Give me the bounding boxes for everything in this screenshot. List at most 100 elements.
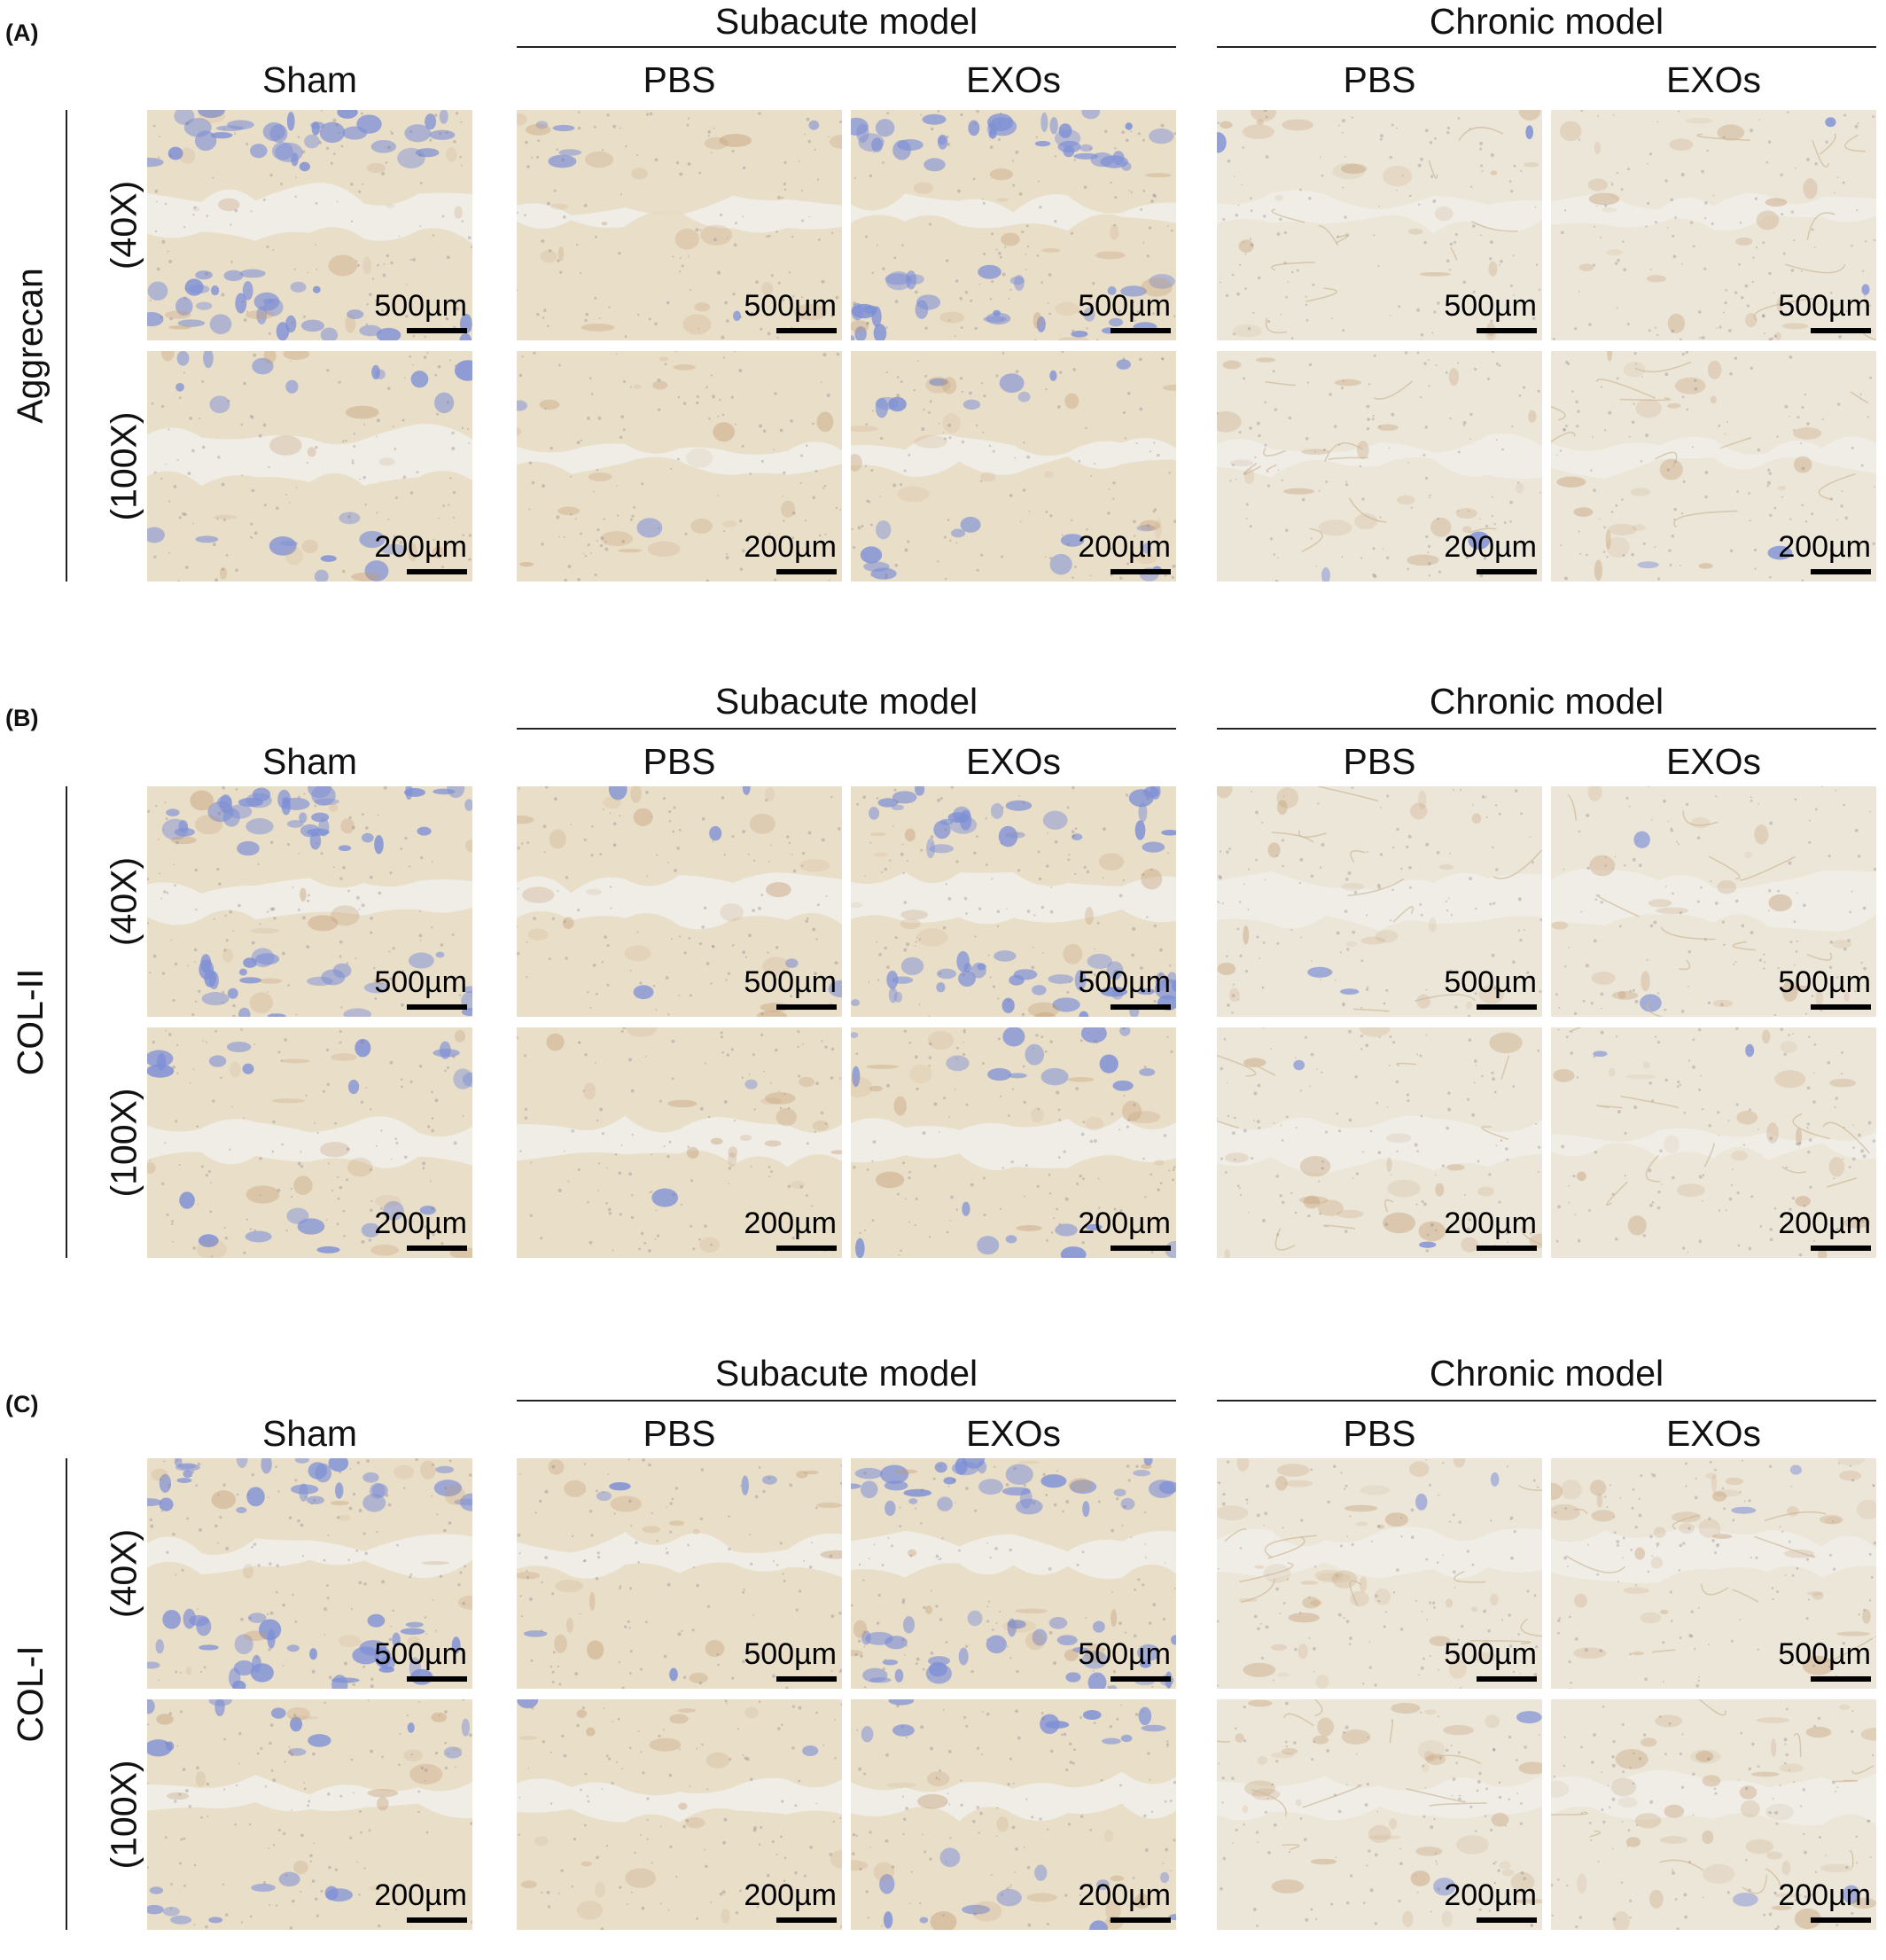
marker-label: COL-II [9, 968, 51, 1076]
scale-bar-label: 200µm [1444, 1206, 1537, 1240]
column-label: EXOs [1665, 741, 1762, 782]
scale-bar [1111, 569, 1171, 574]
scale-bar [1477, 1004, 1537, 1010]
micrograph-tile: 200µm [1551, 351, 1876, 582]
figure-panel: (A) Subacute model Chronic model Sham PBS EXO… [0, 0, 1886, 612]
marker-label: Aggrecan [9, 268, 51, 424]
scale-bar [776, 1004, 837, 1010]
group-title: Subacute model [714, 1, 978, 42]
scale-bar-label: 200µm [1778, 1878, 1871, 1912]
scale-bar [1477, 1676, 1537, 1682]
group-title: Subacute model [714, 1353, 978, 1394]
micrograph-tile: 500µm [147, 110, 472, 340]
micrograph-tile: 500µm [851, 786, 1176, 1017]
panel-letter: (C) [5, 1391, 39, 1417]
scale-bar [1111, 1676, 1171, 1682]
micrograph-tile: 200µm [851, 1027, 1176, 1258]
micrograph-tile: 500µm [1217, 110, 1542, 340]
micrograph-tile: 200µm [1217, 1699, 1542, 1930]
micrograph-tile: 500µm [851, 110, 1176, 340]
magnification-text: (40X) [103, 1528, 144, 1619]
micrograph-tile: 500µm [517, 110, 842, 340]
group-divider [517, 728, 1176, 730]
scale-bar [1477, 1245, 1537, 1251]
scale-bar [1811, 569, 1871, 574]
panel-letter: (A) [5, 20, 39, 46]
scale-bar-label: 500µm [1778, 965, 1871, 999]
scale-bar-label: 200µm [1778, 1206, 1871, 1240]
scale-bar-label: 500µm [1444, 289, 1537, 323]
scale-bar-label: 200µm [744, 530, 837, 564]
scale-bar [776, 1917, 837, 1923]
magnification-text: (100X) [103, 1088, 144, 1198]
figure-panel: (C) Subacute model Chronic model Sham PBS EXO… [0, 1348, 1886, 1960]
scale-bar-label: 500µm [1444, 1637, 1537, 1671]
scale-bar-label: 500µm [1444, 965, 1537, 999]
scale-bar [776, 1245, 837, 1251]
column-label: PBS [1343, 1413, 1416, 1454]
group-title: Chronic model [1429, 1, 1664, 42]
scale-bar [1111, 1004, 1171, 1010]
micrograph-tile: 500µm [1217, 786, 1542, 1017]
group-divider [1217, 46, 1876, 48]
scale-bar-label: 200µm [1444, 530, 1537, 564]
micrograph-tile: 200µm [147, 1699, 472, 1930]
row-bracket [66, 110, 67, 582]
micrograph-tile: 200µm [1217, 1027, 1542, 1258]
column-label: PBS [1343, 741, 1416, 782]
micrograph-tile: 200µm [147, 1027, 472, 1258]
scale-bar [407, 1245, 467, 1251]
scale-bar-label: 200µm [1078, 1878, 1171, 1912]
panel-letter: (B) [5, 705, 39, 731]
magnification-text: (40X) [103, 856, 144, 947]
scale-bar [776, 328, 837, 333]
column-label: EXOs [965, 1413, 1062, 1454]
scale-bar-label: 500µm [374, 289, 467, 323]
magnification-text: (100X) [103, 1760, 144, 1870]
column-label: PBS [643, 741, 716, 782]
scale-bar [1477, 569, 1537, 574]
column-label: Sham [261, 59, 358, 100]
scale-bar-label: 500µm [1778, 1637, 1871, 1671]
scale-bar-label: 200µm [374, 530, 467, 564]
scale-bar [407, 569, 467, 574]
scale-bar [1111, 1917, 1171, 1923]
micrograph-tile: 500µm [1551, 110, 1876, 340]
scale-bar [407, 1004, 467, 1010]
scale-bar-label: 200µm [1778, 530, 1871, 564]
column-label: EXOs [965, 59, 1062, 100]
scale-bar-label: 200µm [1078, 1206, 1171, 1240]
group-divider [517, 1400, 1176, 1402]
scale-bar-label: 500µm [374, 1637, 467, 1671]
column-label: EXOs [1665, 1413, 1762, 1454]
scale-bar [407, 1676, 467, 1682]
column-label: PBS [643, 59, 716, 100]
micrograph-tile: 500µm [1551, 1458, 1876, 1689]
column-label: EXOs [965, 741, 1062, 782]
scale-bar [1811, 1676, 1871, 1682]
scale-bar [407, 328, 467, 333]
scale-bar-label: 200µm [1078, 530, 1171, 564]
column-label: Sham [261, 741, 358, 782]
scale-bar [1477, 1917, 1537, 1923]
scale-bar-label: 500µm [744, 965, 837, 999]
row-bracket [66, 786, 67, 1258]
scale-bar-label: 500µm [1078, 289, 1171, 323]
group-divider [1217, 728, 1876, 730]
micrograph-tile: 200µm [517, 1027, 842, 1258]
group-divider [517, 46, 1176, 48]
micrograph-tile: 200µm [1551, 1027, 1876, 1258]
micrograph-tile: 200µm [1551, 1699, 1876, 1930]
micrograph-tile: 200µm [517, 1699, 842, 1930]
scale-bar [1111, 1245, 1171, 1251]
row-bracket [66, 1458, 67, 1930]
column-label: PBS [1343, 59, 1416, 100]
column-label: EXOs [1665, 59, 1762, 100]
scale-bar-label: 200µm [374, 1878, 467, 1912]
scale-bar-label: 500µm [744, 1637, 837, 1671]
figure-panel: (B) Subacute model Chronic model Sham PBS EXO… [0, 676, 1886, 1288]
micrograph-tile: 500µm [517, 1458, 842, 1689]
scale-bar [776, 1676, 837, 1682]
scale-bar-label: 500µm [1078, 1637, 1171, 1671]
scale-bar [1811, 328, 1871, 333]
